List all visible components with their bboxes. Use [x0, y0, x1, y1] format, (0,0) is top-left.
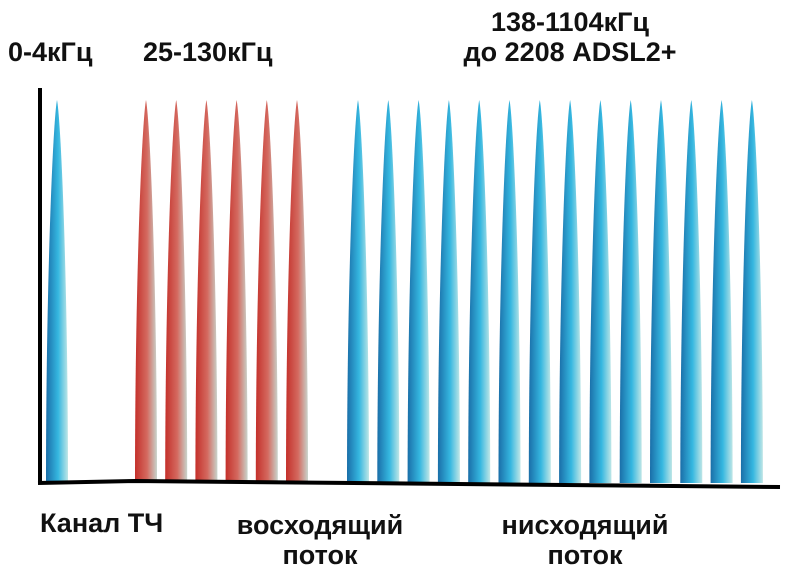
downstream-carrier	[498, 100, 521, 483]
upstream-line2: поток	[282, 540, 358, 570]
downstream-carrier	[710, 100, 733, 483]
carrier-group	[46, 100, 763, 483]
upstream-carrier	[165, 100, 188, 483]
upstream-carrier	[195, 100, 218, 483]
downstream-carrier	[407, 100, 430, 483]
downstream-carrier	[468, 100, 491, 483]
downstream-band-line1: 138-1104кГц	[490, 7, 650, 37]
downstream-carrier	[650, 100, 672, 483]
downstream-carrier	[377, 100, 400, 483]
upstream-label: восходящий поток	[210, 510, 430, 570]
downstream-carrier	[740, 100, 763, 483]
upstream-band-label: 25-130кГц	[143, 37, 273, 67]
downstream-carrier	[619, 100, 642, 483]
upstream-carrier	[135, 100, 157, 483]
downstream-label: нисходящий поток	[460, 510, 710, 570]
downstream-band-label: 138-1104кГц до 2208 ADSL2+	[425, 7, 715, 67]
downstream-carrier	[589, 100, 612, 483]
downstream-carrier	[528, 100, 551, 483]
voice-carrier	[46, 100, 68, 483]
upstream-carrier	[255, 100, 278, 483]
downstream-carrier	[437, 100, 460, 483]
downstream-carrier	[559, 100, 582, 483]
upstream-carrier	[286, 100, 308, 483]
downstream-carrier	[347, 100, 369, 483]
x-axis	[37, 478, 781, 489]
downstream-carrier	[680, 100, 703, 483]
downstream-line2: поток	[547, 540, 623, 570]
upstream-carrier	[225, 100, 248, 483]
voice-channel-label: Канал ТЧ	[40, 508, 164, 538]
upstream-line1: восходящий	[236, 510, 404, 540]
downstream-band-line2: до 2208 ADSL2+	[463, 37, 677, 67]
voice-band-label: 0-4кГц	[8, 37, 93, 67]
downstream-line1: нисходящий	[501, 510, 669, 540]
